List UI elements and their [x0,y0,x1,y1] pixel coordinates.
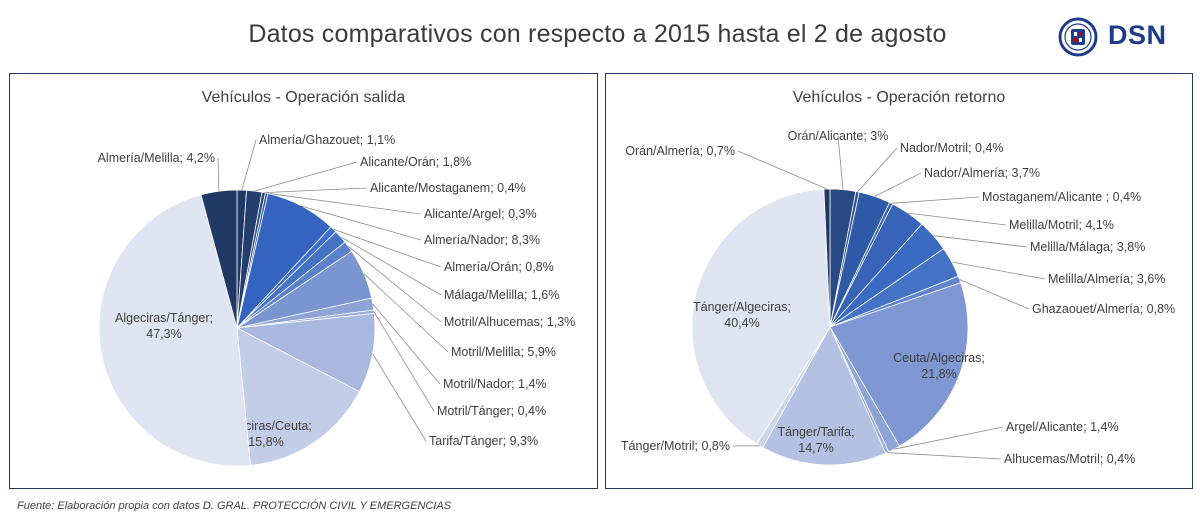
slice-label: Orán/Alicante; 3% [788,129,889,143]
leader-line [887,452,1002,460]
leader-line [959,279,1030,310]
leader-line [933,235,1028,248]
slice-label: Tánger/Motril; 0,8% [621,439,730,453]
leader-line [857,147,898,193]
leader-line [254,161,358,192]
pie-chart-retorno: Orán/Alicante; 3% Nador/Motril; 0,4% Nador… [621,129,1175,466]
slice-label: Melilla/Málaga; 3,8% [1030,240,1145,254]
slice-label: Alicante/Mostaganem; 0,4% [370,181,526,195]
pie-slice [236,327,360,466]
slice-label: Almería/Orán; 0,8% [444,260,554,274]
pie-slice [235,313,376,393]
slice-label: Motril/Nador; 1,4% [443,377,547,391]
slice-label: Ghazaouet/Almería; 0,8% [1032,302,1175,316]
slice-label: Nador/Motril; 0,4% [900,141,1004,155]
pie-slice [691,188,831,445]
slice-label: Motril/Tánger; 0,4% [437,404,546,418]
chart-title-retorno: Vehículos - Operación retorno [792,89,1006,106]
pie-slice [200,189,238,329]
leader-line [340,236,442,296]
slice-label: Ceuta/Algeciras; 21,8% [893,351,985,381]
source-note: Fuente: Elaboración propia con datos D. … [17,500,452,512]
chart-panel-salida: Almería/Ghazouet; 1,1% Alicante/Orán; 1,8… [9,73,598,489]
leader-line [837,135,844,190]
leader-line [874,172,922,197]
slice-label: Argel/Alicante; 1,4% [1006,420,1119,434]
chart-panel-retorno: Orán/Alicante; 3% Nador/Motril; 0,4% Nador… [605,73,1193,489]
slice-label: Mostaganem/Alicante ; 0,4% [982,190,1141,204]
leader-line [373,311,435,412]
pie-slice [762,326,887,466]
slice-label: Almería/Nador; 8,3% [424,233,540,247]
page-title: Datos comparativos con respecto a 2015 h… [248,20,947,48]
slice-label: Alhucemas/Motril; 0,4% [1004,452,1135,466]
leader-line [333,228,442,268]
slice-label: Almería/Ghazouet; 1,1% [259,133,395,147]
slice-label: Tánger/Tarifa; 14,7% [777,425,854,455]
pie-slice [829,282,969,447]
pie-chart-salida: Almería/Ghazouet; 1,1% Alicante/Orán; 1,8… [98,133,575,467]
leader-line [372,303,441,385]
leader-line [951,261,1046,280]
logo-text: DSN [1108,20,1167,50]
leader-line [301,205,422,241]
leader-line [348,246,442,323]
slice-label: Almería/Melilla; 4,2% [98,151,215,165]
leader-line [241,139,257,191]
leader-line [372,353,427,442]
slice-label: Alicante/Argel; 0,3% [424,207,537,221]
slice-label: Orán/Almería; 0,7% [625,144,735,158]
slice-label: Tánger/Algeciras; 40,4% [693,300,791,330]
leader-line [217,157,220,192]
slice-label: Motril/Melilla; 5,9% [451,345,556,359]
slice-label: Alicante/Orán; 1,8% [360,155,471,169]
slice-label: Melilla/Almería; 3,6% [1048,272,1165,286]
dsn-logo [1058,17,1098,57]
slice-label: Algeciras/Tánger; 47,3% [115,311,213,341]
leader-line [363,273,449,353]
leader-line [894,426,1004,450]
leader-line [266,192,422,215]
pie-slice [98,194,251,467]
leader-line [891,196,980,204]
leader-line [907,212,1007,226]
slice-label: Nador/Almería; 3,7% [924,166,1040,180]
slice-label: Málaga/Melilla; 1,6% [444,288,559,302]
slice-label: Tarifa/Tánger; 9,3% [429,434,538,448]
chart-title-salida: Vehículos - Operación salida [201,89,406,106]
leader-line [263,187,368,193]
slice-label: Melilla/Motril; 4,1% [1009,218,1114,232]
slice-label: Motril/Alhucemas; 1,3% [444,315,575,329]
leader-line [737,150,828,190]
